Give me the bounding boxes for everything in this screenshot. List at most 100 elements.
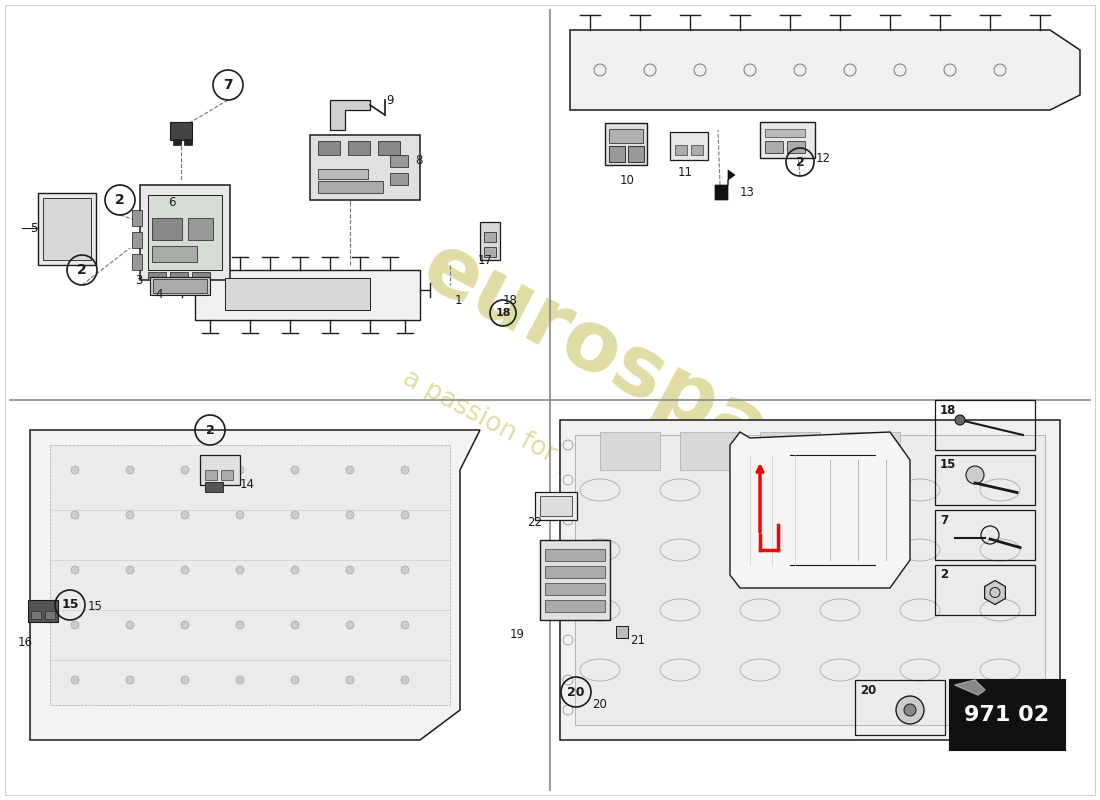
- FancyBboxPatch shape: [43, 198, 91, 260]
- Text: 12: 12: [816, 151, 831, 165]
- FancyBboxPatch shape: [318, 141, 340, 155]
- Text: 5: 5: [30, 222, 37, 234]
- Circle shape: [904, 704, 916, 716]
- FancyBboxPatch shape: [680, 432, 740, 470]
- Text: 7: 7: [223, 78, 233, 92]
- Circle shape: [72, 511, 79, 519]
- Circle shape: [292, 511, 299, 519]
- Polygon shape: [730, 432, 910, 588]
- Circle shape: [236, 511, 244, 519]
- FancyBboxPatch shape: [148, 272, 166, 280]
- FancyBboxPatch shape: [205, 470, 217, 480]
- FancyBboxPatch shape: [950, 680, 1065, 750]
- Circle shape: [346, 621, 354, 629]
- Text: 14: 14: [240, 478, 255, 491]
- FancyBboxPatch shape: [152, 246, 197, 262]
- Text: 2: 2: [206, 423, 214, 437]
- Polygon shape: [560, 420, 1060, 740]
- FancyBboxPatch shape: [184, 139, 192, 145]
- Text: 4: 4: [155, 289, 163, 302]
- Text: 22: 22: [527, 515, 542, 529]
- Circle shape: [126, 621, 134, 629]
- Text: 15: 15: [940, 458, 956, 471]
- Circle shape: [126, 676, 134, 684]
- FancyBboxPatch shape: [153, 279, 207, 293]
- FancyBboxPatch shape: [544, 549, 605, 561]
- Polygon shape: [330, 100, 370, 130]
- Text: 3: 3: [135, 274, 142, 286]
- FancyBboxPatch shape: [544, 583, 605, 595]
- Text: 20: 20: [860, 683, 877, 697]
- Circle shape: [182, 676, 189, 684]
- FancyBboxPatch shape: [152, 218, 182, 240]
- FancyBboxPatch shape: [484, 247, 496, 257]
- FancyBboxPatch shape: [45, 611, 55, 619]
- FancyBboxPatch shape: [378, 141, 400, 155]
- FancyBboxPatch shape: [760, 432, 820, 470]
- FancyBboxPatch shape: [764, 141, 783, 153]
- FancyBboxPatch shape: [535, 492, 578, 520]
- Text: 17: 17: [478, 254, 493, 266]
- FancyBboxPatch shape: [148, 195, 222, 270]
- FancyBboxPatch shape: [132, 210, 142, 226]
- Polygon shape: [50, 445, 450, 705]
- Polygon shape: [955, 680, 984, 695]
- FancyBboxPatch shape: [150, 277, 210, 295]
- FancyBboxPatch shape: [840, 432, 900, 470]
- Text: 20: 20: [568, 686, 585, 698]
- Polygon shape: [30, 430, 480, 740]
- Circle shape: [292, 566, 299, 574]
- FancyBboxPatch shape: [480, 222, 501, 260]
- Circle shape: [402, 466, 409, 474]
- Circle shape: [236, 566, 244, 574]
- Circle shape: [126, 511, 134, 519]
- FancyBboxPatch shape: [132, 232, 142, 248]
- Circle shape: [126, 466, 134, 474]
- Circle shape: [236, 621, 244, 629]
- Circle shape: [236, 676, 244, 684]
- FancyBboxPatch shape: [390, 173, 408, 185]
- FancyBboxPatch shape: [675, 145, 688, 155]
- Text: a passion for parts since 1985: a passion for parts since 1985: [398, 365, 762, 575]
- Circle shape: [402, 676, 409, 684]
- FancyBboxPatch shape: [600, 432, 660, 470]
- Text: 13: 13: [740, 186, 755, 198]
- Circle shape: [402, 511, 409, 519]
- FancyBboxPatch shape: [786, 141, 805, 153]
- Circle shape: [182, 466, 189, 474]
- Polygon shape: [984, 581, 1005, 605]
- Circle shape: [182, 566, 189, 574]
- Text: 18: 18: [495, 308, 510, 318]
- Circle shape: [292, 621, 299, 629]
- Text: 7: 7: [226, 78, 232, 91]
- FancyBboxPatch shape: [628, 146, 643, 162]
- Polygon shape: [195, 270, 420, 320]
- FancyBboxPatch shape: [764, 129, 805, 137]
- Circle shape: [236, 466, 244, 474]
- FancyBboxPatch shape: [544, 566, 605, 578]
- Circle shape: [182, 511, 189, 519]
- FancyBboxPatch shape: [140, 185, 230, 280]
- Text: 20: 20: [592, 698, 607, 711]
- FancyBboxPatch shape: [310, 135, 420, 200]
- Text: 19: 19: [510, 629, 525, 642]
- FancyBboxPatch shape: [484, 232, 496, 242]
- FancyBboxPatch shape: [170, 122, 192, 140]
- FancyBboxPatch shape: [540, 540, 611, 620]
- FancyBboxPatch shape: [192, 272, 210, 280]
- Polygon shape: [570, 30, 1080, 110]
- Text: 18: 18: [940, 403, 956, 417]
- FancyBboxPatch shape: [670, 132, 708, 160]
- Circle shape: [72, 566, 79, 574]
- Circle shape: [896, 696, 924, 724]
- Text: 11: 11: [678, 166, 693, 178]
- Text: 971 02: 971 02: [965, 705, 1049, 725]
- Text: 1: 1: [455, 294, 462, 306]
- FancyBboxPatch shape: [540, 496, 572, 516]
- Circle shape: [292, 466, 299, 474]
- Circle shape: [72, 621, 79, 629]
- Circle shape: [966, 466, 984, 484]
- FancyBboxPatch shape: [544, 600, 605, 612]
- Text: 7: 7: [940, 514, 948, 526]
- Circle shape: [72, 466, 79, 474]
